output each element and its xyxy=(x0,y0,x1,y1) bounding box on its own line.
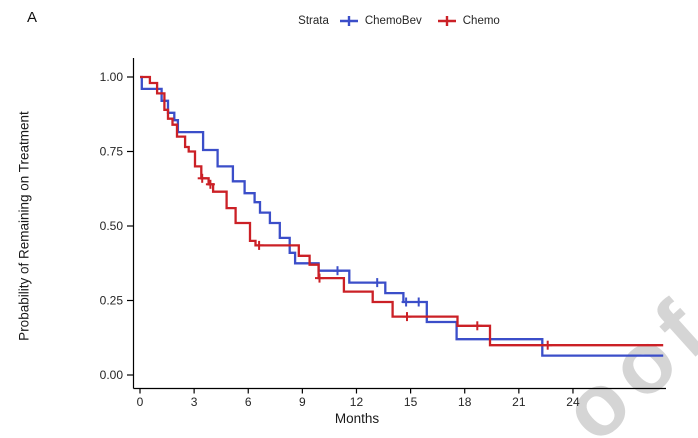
y-tick-label: 0.50 xyxy=(100,219,124,233)
legend-title: Strata xyxy=(298,15,329,27)
x-tick-label: 18 xyxy=(458,395,472,409)
x-tick-label: 6 xyxy=(245,395,252,409)
x-axis-title: Months xyxy=(334,411,380,426)
y-axis-ticks: 0.00 0.25 0.50 0.75 1.00 xyxy=(100,70,134,382)
x-tick-label: 12 xyxy=(350,395,364,409)
legend-items: ChemoBev Chemo xyxy=(338,14,500,28)
legend-item-chemo: Chemo xyxy=(436,14,500,28)
x-tick-label: 3 xyxy=(191,395,198,409)
x-tick-label: 24 xyxy=(566,395,580,409)
y-tick-label: 0.75 xyxy=(100,145,124,159)
x-axis-ticks: 0 3 6 9 12 15 18 21 24 xyxy=(137,388,580,409)
legend-plus-swatch xyxy=(339,16,358,26)
legend: Strata ChemoBev Chemo xyxy=(133,11,665,31)
censor-marks-chemobev xyxy=(333,266,424,307)
y-tick-label: 0.25 xyxy=(100,294,124,308)
legend-item-chemobev: ChemoBev xyxy=(338,14,422,28)
x-tick-label: 15 xyxy=(404,395,418,409)
km-curve-chemo xyxy=(140,75,664,347)
y-tick-label: 1.00 xyxy=(100,70,124,84)
axes xyxy=(132,58,666,390)
legend-plus-swatch xyxy=(437,16,456,26)
x-tick-label: 9 xyxy=(299,395,306,409)
y-axis-title: Probability of Remaining on Treatment xyxy=(16,111,32,341)
x-tick-label: 21 xyxy=(512,395,526,409)
panel-label-a: A xyxy=(27,9,38,26)
legend-item-label: Chemo xyxy=(462,15,500,27)
legend-item-label: ChemoBev xyxy=(364,15,422,27)
y-tick-label: 0.00 xyxy=(100,368,124,382)
km-curve-chemobev xyxy=(140,75,664,357)
censor-marks-chemo xyxy=(197,173,553,350)
x-tick-label: 0 xyxy=(137,395,144,409)
